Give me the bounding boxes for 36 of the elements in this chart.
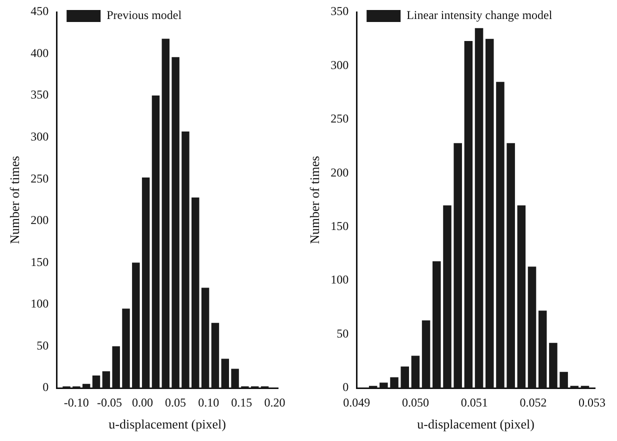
x-tick-label: 0.15 <box>231 395 252 410</box>
x-tick-label: 0.053 <box>578 395 606 410</box>
x-tick-label: 0.00 <box>132 395 154 410</box>
y-tick-label: 50 <box>336 326 349 340</box>
y-tick-label: 0 <box>42 380 49 394</box>
y-tick-label: 200 <box>330 165 349 180</box>
y-tick-label: 300 <box>330 58 349 72</box>
y-axis-title: Number of times <box>307 156 322 244</box>
y-tick-label: 250 <box>330 112 349 126</box>
legend-label: Previous model <box>106 8 182 22</box>
y-tick-label: 50 <box>36 338 49 352</box>
x-tick-label: -0.05 <box>96 395 122 410</box>
x-tick-label: 0.049 <box>343 395 370 410</box>
x-tick-label: 0.050 <box>402 395 429 410</box>
y-tick-label: 0 <box>342 380 349 394</box>
x-axis-title: u-displacement (pixel) <box>108 416 226 432</box>
y-tick-label: 200 <box>30 213 49 228</box>
x-tick-label: 0.20 <box>264 395 286 410</box>
x-tick-label: -0.10 <box>64 395 89 410</box>
x-tick-label: 0.052 <box>520 395 547 410</box>
y-tick-label: 350 <box>330 4 349 18</box>
y-tick-label: 250 <box>30 171 49 186</box>
y-tick-label: 350 <box>30 88 49 102</box>
x-axis-title: u-displacement (pixel) <box>417 416 534 432</box>
y-tick-label: 100 <box>330 272 349 287</box>
x-tick-label: 0.051 <box>460 395 488 410</box>
y-tick-label: 300 <box>30 129 49 144</box>
y-axis-title: Number of times <box>7 156 22 244</box>
y-tick-label: 450 <box>30 4 49 18</box>
y-tick-label: 150 <box>330 219 349 234</box>
y-tick-label: 150 <box>30 254 49 269</box>
x-tick-label: 0.05 <box>165 395 186 410</box>
x-tick-label: 0.10 <box>198 395 220 410</box>
legend-label: Linear intensity change model <box>406 8 553 22</box>
y-tick-label: 100 <box>30 296 49 311</box>
y-tick-label: 400 <box>30 46 49 60</box>
